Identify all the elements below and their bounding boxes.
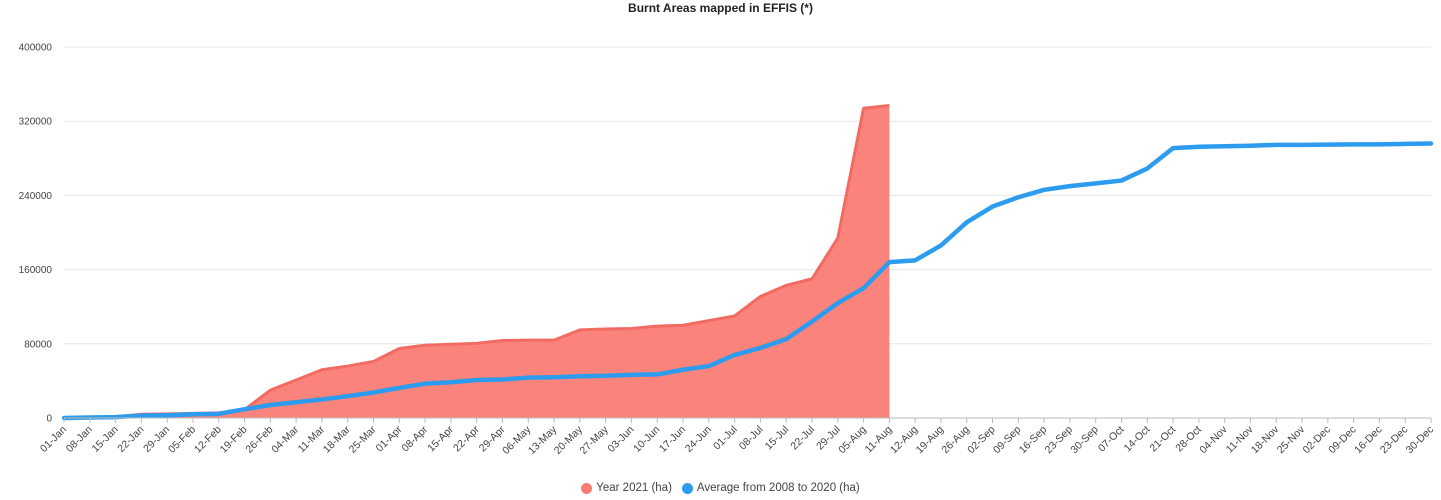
x-tick-label: 05-Feb [166,424,198,456]
x-tick-label: 09-Sep [991,424,1024,457]
x-tick-label: 08-Apr [399,423,430,454]
x-tick-label: 10-Jun [631,424,662,455]
x-tick-label: 22-Jan [115,424,146,455]
x-tick-label: 16-Dec [1352,424,1384,456]
x-axis-ticks: 01-Jan08-Jan15-Jan22-Jan29-Jan05-Feb12-F… [38,418,1436,457]
x-tick-label: 26-Feb [243,424,275,456]
x-tick-label: 08-Jul [737,424,766,453]
x-tick-label: 01-Jul [711,424,740,453]
y-tick-label: 240000 [19,191,53,202]
legend-marker-average [681,482,693,494]
legend-item-year-2021[interactable]: Year 2021 (ha) [581,482,672,494]
x-tick-label: 15-Apr [425,423,456,454]
x-tick-label: 30-Dec [1404,424,1436,456]
x-tick-label: 07-Oct [1096,424,1127,455]
x-tick-label: 12-Aug [888,424,921,457]
x-tick-label: 17-Jun [657,424,688,455]
x-tick-label: 04-Nov [1197,423,1230,456]
line-series-layer [61,141,1434,421]
x-tick-label: 19-Aug [914,424,947,457]
x-tick-label: 25-Mar [347,423,379,455]
x-tick-label: 01-Apr [374,423,405,454]
x-tick-label: 23-Sep [1043,424,1076,457]
x-tick-label: 15-Jan [90,424,121,455]
y-tick-label: 80000 [24,339,52,350]
area-series-layer [63,103,890,420]
x-tick-label: 19-Feb [218,424,250,456]
x-tick-label: 04-Mar [269,423,301,455]
x-tick-label: 09-Dec [1326,424,1358,456]
legend-item-average[interactable]: Average from 2008 to 2020 (ha) [681,482,860,494]
x-tick-label: 24-Jun [683,424,714,455]
x-tick-label: 08-Jan [64,424,95,455]
y-axis-ticks: 0 80000 160000 240000 320000 400000 [19,43,53,425]
grid-lines [64,46,1431,345]
y-tick-label: 160000 [19,265,53,276]
x-tick-label: 21-Oct [1147,424,1178,455]
x-tick-label: 16-Sep [1017,424,1050,457]
x-tick-label: 22-Jul [788,424,817,453]
legend: Year 2021 (ha) Average from 2008 to 2020… [0,482,1441,494]
x-tick-label: 30-Sep [1068,424,1101,457]
x-tick-label: 18-Mar [321,423,353,455]
line-average-2008-2020 [61,141,1434,421]
x-tick-label: 01-Jan [38,424,69,455]
legend-marker-year-2021 [581,482,593,494]
x-tick-label: 02-Dec [1301,424,1333,456]
y-tick-label: 320000 [19,117,53,128]
x-tick-label: 03-Jun [605,424,636,455]
x-tick-label: 02-Sep [965,424,998,457]
area-fill-year-2021 [64,105,890,419]
x-tick-label: 27-May [578,423,612,457]
x-tick-label: 15-Jul [763,424,792,453]
x-tick-label: 22-Apr [451,423,482,454]
chart-title: Burnt Areas mapped in EFFIS (*) [628,1,813,15]
legend-label-year-2021: Year 2021 (ha) [596,482,672,494]
legend-label-average: Average from 2008 to 2020 (ha) [696,482,860,494]
x-tick-label: 05-Aug [836,424,869,457]
y-tick-label: 0 [46,414,52,425]
x-tick-label: 26-Aug [939,424,972,457]
x-tick-label: 23-Dec [1378,424,1410,456]
x-tick-label: 12-Feb [192,424,224,456]
y-tick-label: 400000 [19,43,53,54]
x-tick-label: 14-Oct [1122,424,1153,455]
